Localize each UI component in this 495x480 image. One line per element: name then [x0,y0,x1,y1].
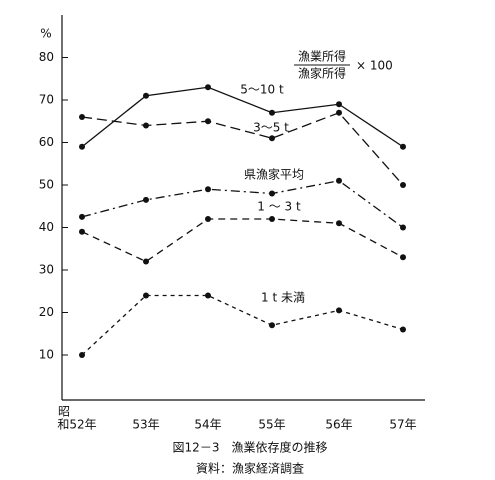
y-tick-label: 40 [39,220,54,234]
data-point [205,292,211,299]
data-point [336,220,342,227]
series-label: 3～5 t [253,121,289,135]
data-point [400,254,406,261]
series-line [81,180,404,229]
series-label: 県漁家平均 [244,167,304,182]
data-point [269,216,275,222]
data-point [336,177,342,184]
x-tick-label: 53年 [132,418,159,432]
y-tick-label: 10 [39,348,54,362]
data-point [143,292,149,299]
data-point [143,92,149,99]
x-tick-label: 56年 [325,418,352,432]
series-label: 5～10 t [240,83,284,97]
series-line [81,111,404,186]
y-tick-label: 70 [39,93,54,107]
data-point [143,196,149,203]
series-line [81,86,404,148]
series-label: 1 ～ 3 t [257,200,301,214]
data-point [336,307,342,314]
x-tick-label: 和52年 [57,418,96,432]
data-point [400,182,406,188]
x-tick-label: 57年 [389,418,416,432]
data-point [269,109,275,116]
data-point [79,114,85,120]
data-point [79,352,85,358]
x-label-prefix: 昭 [58,405,70,419]
data-point [269,135,275,142]
data-point [205,118,211,125]
data-point [205,186,211,193]
series-line [81,218,404,263]
data-point [400,326,406,333]
data-point [269,322,275,329]
y-unit: % [40,27,51,41]
data-point [143,122,149,129]
x-tick-label: 54年 [194,418,221,432]
y-tick-label: 60 [39,135,54,149]
data-point [400,224,406,231]
data-point [336,109,342,116]
series-line [81,294,404,356]
y-tick-label: 30 [39,263,54,277]
formula-numerator: 漁業所得 [298,49,346,64]
data-point [143,258,149,265]
y-tick-label: 20 [39,305,54,319]
series-label: 1 t 未満 [261,291,305,305]
formula-denominator: 漁家所得 [298,66,346,81]
formula-factor: × 100 [356,59,393,73]
source-note: 資料：漁家経済調査 [196,461,304,476]
data-point [205,84,211,91]
y-tick-label: 50 [39,178,54,192]
data-point [205,216,211,222]
chart-title: 図12－3 漁業依存度の推移 [173,440,328,455]
y-tick-label: 80 [39,50,54,64]
x-tick-label: 55年 [258,418,285,432]
data-point [269,190,275,197]
data-point [336,101,342,108]
data-point [79,228,85,235]
data-point [79,143,85,150]
data-point [79,213,85,220]
data-point [400,143,406,150]
